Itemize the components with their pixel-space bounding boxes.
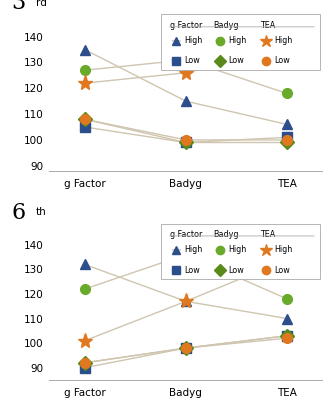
Text: th: th [36,207,46,217]
Text: Low: Low [185,266,200,274]
Text: g Factor: g Factor [169,21,202,30]
Text: Low: Low [275,56,291,66]
Text: High: High [275,245,293,254]
Text: Low: Low [228,266,244,274]
Text: Low: Low [185,56,200,66]
Text: TEA: TEA [260,230,275,239]
Text: High: High [228,245,246,254]
Text: Badyg: Badyg [213,230,239,239]
FancyBboxPatch shape [161,14,320,70]
Text: High: High [228,36,246,45]
Text: rd: rd [36,0,47,8]
FancyBboxPatch shape [161,224,320,279]
Text: 3: 3 [11,0,25,14]
Text: High: High [185,245,203,254]
Text: High: High [185,36,203,45]
Text: Low: Low [275,266,291,274]
Text: TEA: TEA [260,21,275,30]
Text: 6: 6 [11,202,25,224]
Text: High: High [275,36,293,45]
Text: Low: Low [228,56,244,66]
Text: Badyg: Badyg [213,21,239,30]
Text: g Factor: g Factor [169,230,202,239]
